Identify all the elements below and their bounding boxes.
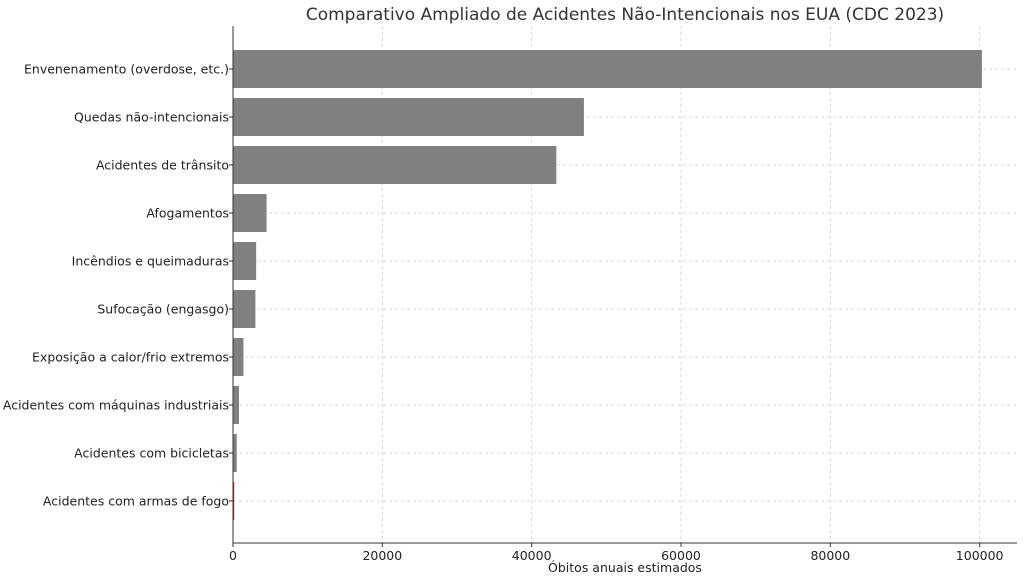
bar bbox=[233, 434, 237, 472]
category-labels: Envenenamento (overdose, etc.) Quedas não… bbox=[3, 62, 233, 509]
x-tick-label: 100000 bbox=[956, 548, 1004, 563]
x-tick-label: 40000 bbox=[512, 548, 552, 563]
bar bbox=[233, 194, 267, 232]
bar bbox=[233, 98, 584, 136]
x-axis-label: Óbitos anuais estimados bbox=[548, 560, 702, 575]
x-tick-label: 20000 bbox=[362, 548, 402, 563]
x-tick-labels: 0 20000 40000 60000 80000 100000 bbox=[229, 543, 1004, 563]
chart-title: Comparativo Ampliado de Acidentes Não-In… bbox=[306, 5, 944, 25]
bar bbox=[233, 50, 982, 88]
category-label: Envenenamento (overdose, etc.) bbox=[24, 62, 229, 77]
category-label: Sufocação (engasgo) bbox=[97, 302, 229, 317]
category-label: Acidentes com máquinas industriais bbox=[3, 398, 229, 413]
bar bbox=[233, 146, 557, 184]
bar bbox=[233, 386, 239, 424]
bar bbox=[233, 482, 235, 520]
bar bbox=[233, 290, 256, 328]
category-label: Quedas não-intencionais bbox=[74, 110, 229, 125]
bar bbox=[233, 242, 257, 280]
category-label: Acidentes com armas de fogo bbox=[43, 494, 229, 509]
axes bbox=[232, 26, 1017, 544]
category-label: Exposição a calor/frio extremos bbox=[32, 350, 229, 365]
x-tick-label: 80000 bbox=[810, 548, 850, 563]
category-label: Acidentes de trânsito bbox=[96, 158, 229, 173]
bar bbox=[233, 338, 244, 376]
bars bbox=[233, 50, 982, 520]
category-label: Afogamentos bbox=[146, 206, 229, 221]
category-label: Incêndios e queimaduras bbox=[72, 254, 229, 269]
x-tick-label: 0 bbox=[229, 548, 237, 563]
category-label: Acidentes com bicicletas bbox=[74, 446, 229, 461]
x-tick-label: 60000 bbox=[661, 548, 701, 563]
